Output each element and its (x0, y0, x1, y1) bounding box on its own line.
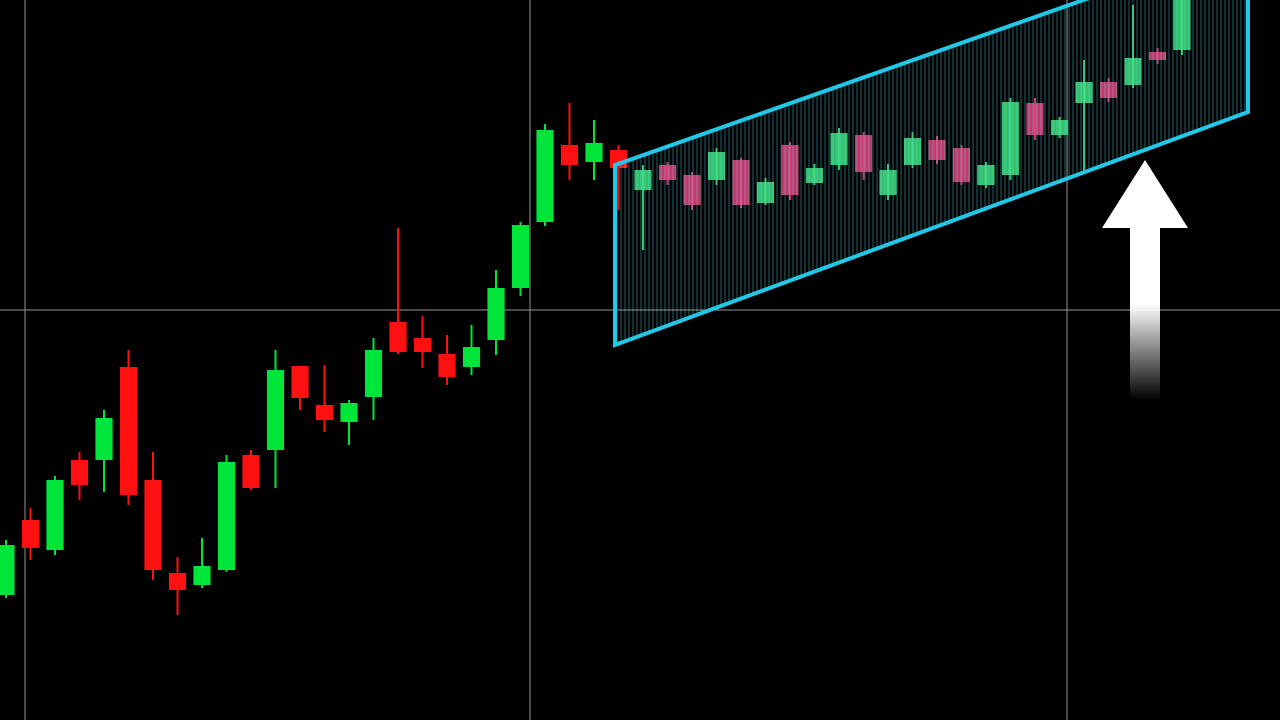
candle-body (217, 462, 236, 570)
candle-body (511, 225, 530, 288)
candle-body (168, 573, 187, 590)
candle-body (266, 370, 285, 450)
candle-body (0, 545, 15, 595)
candle-body (291, 366, 309, 398)
candle-body (536, 130, 554, 222)
candle-body (389, 322, 407, 352)
candle-body (413, 338, 432, 352)
up-arrow (1102, 160, 1188, 400)
candle-body (95, 418, 113, 460)
candle-body (487, 288, 505, 340)
candle-body (364, 350, 383, 397)
candle-body (585, 143, 603, 162)
candle-body (315, 405, 334, 420)
channel (613, 0, 1250, 348)
candle-body (21, 520, 40, 548)
candle-body (144, 480, 162, 570)
candle-body (438, 354, 456, 377)
candle-body (242, 455, 260, 488)
candle-body (462, 347, 481, 367)
candle-body (340, 403, 358, 422)
candle-body (119, 367, 138, 495)
candle-body (560, 145, 579, 165)
candle-body (70, 460, 89, 485)
candle-body (193, 566, 211, 585)
candle-body (46, 480, 64, 550)
